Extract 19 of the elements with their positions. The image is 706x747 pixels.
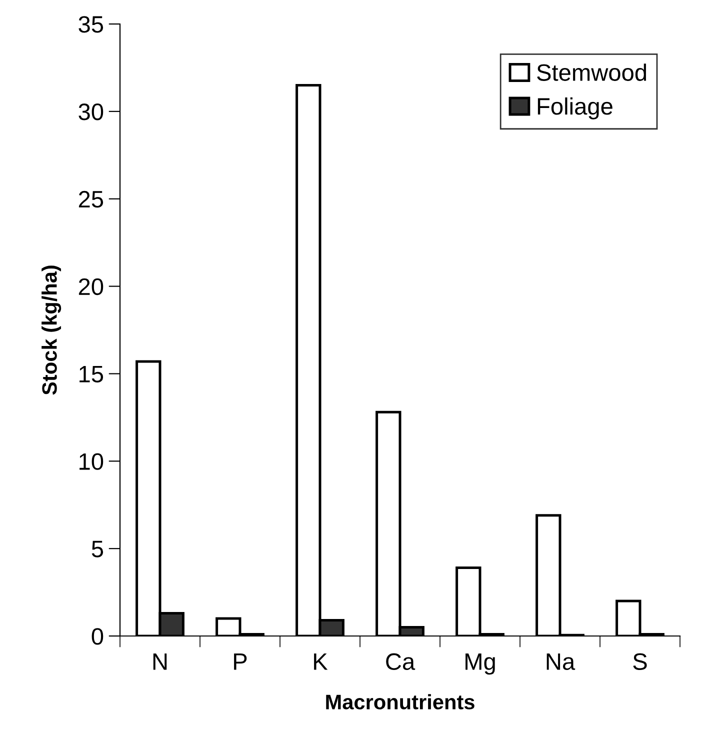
y-tick-label: 35 [78,16,104,33]
x-tick-label: S [633,653,647,670]
y-tick-label: 10 [80,453,104,470]
legend-label: Foliage [538,97,612,120]
x-axis-title: Macronutrients [326,694,474,710]
x-tick-label: K [314,654,328,670]
y-tick-label: 30 [78,103,104,120]
x-tick-label: Mg [466,654,495,675]
y-tick-label: 5 [92,540,104,558]
y-tick-label: 25 [78,190,104,208]
x-tick-label: N [153,654,167,670]
y-tick-label: 20 [78,278,104,296]
legend-label: Stemwood [537,64,646,81]
y-tick-label: 15 [80,366,104,382]
y-axis-title: Stock (kg/ha) [42,266,62,395]
x-tick-label: Ca [386,653,416,670]
y-tick-label: 0 [92,628,104,645]
x-tick-label: P [234,654,247,670]
x-tick-label: Na [546,654,576,670]
